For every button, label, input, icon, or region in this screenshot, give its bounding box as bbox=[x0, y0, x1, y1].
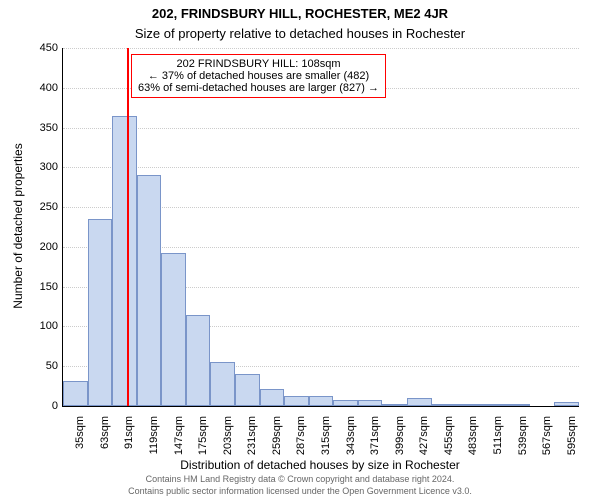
y-axis-label: Number of detached properties bbox=[11, 47, 25, 405]
x-tick-label: 539sqm bbox=[517, 416, 529, 476]
marker-line bbox=[127, 48, 129, 406]
histogram-bar bbox=[137, 175, 162, 406]
plot-area: 202 FRINDSBURY HILL: 108sqm← 37% of deta… bbox=[62, 48, 579, 407]
histogram-bar bbox=[88, 219, 113, 406]
x-tick-label: 35sqm bbox=[74, 416, 86, 476]
x-tick-label: 287sqm bbox=[295, 416, 307, 476]
histogram-bar bbox=[456, 404, 481, 406]
x-tick-label: 455sqm bbox=[443, 416, 455, 476]
histogram-bar bbox=[186, 315, 211, 406]
footer-line-2: Contains public sector information licen… bbox=[0, 486, 600, 496]
x-tick-label: 203sqm bbox=[222, 416, 234, 476]
histogram-bar bbox=[161, 253, 186, 406]
x-tick-label: 63sqm bbox=[99, 416, 111, 476]
y-tick-label: 100 bbox=[18, 320, 58, 332]
y-tick-label: 350 bbox=[18, 122, 58, 134]
x-tick-label: 595sqm bbox=[566, 416, 578, 476]
histogram-bar bbox=[432, 404, 457, 406]
gridline bbox=[63, 128, 579, 129]
histogram-bar bbox=[382, 404, 407, 406]
x-tick-label: 511sqm bbox=[492, 416, 504, 476]
y-tick-label: 300 bbox=[18, 161, 58, 173]
x-tick-label: 231sqm bbox=[246, 416, 258, 476]
x-tick-label: 91sqm bbox=[123, 416, 135, 476]
histogram-bar bbox=[210, 362, 235, 406]
x-tick-label: 343sqm bbox=[345, 416, 357, 476]
histogram-bar bbox=[284, 396, 309, 406]
y-tick-label: 200 bbox=[18, 241, 58, 253]
y-tick-label: 400 bbox=[18, 82, 58, 94]
x-tick-label: 399sqm bbox=[394, 416, 406, 476]
histogram-bar bbox=[554, 402, 579, 406]
x-tick-label: 427sqm bbox=[418, 416, 430, 476]
annotation-line: 63% of semi-detached houses are larger (… bbox=[138, 82, 379, 94]
histogram-bar bbox=[358, 400, 383, 406]
y-tick-label: 150 bbox=[18, 281, 58, 293]
histogram-bar bbox=[63, 381, 88, 406]
histogram-bar bbox=[407, 398, 432, 406]
gridline bbox=[63, 48, 579, 49]
x-tick-label: 175sqm bbox=[197, 416, 209, 476]
x-tick-label: 567sqm bbox=[541, 416, 553, 476]
chart-subtitle: Size of property relative to detached ho… bbox=[0, 26, 600, 41]
y-tick-label: 50 bbox=[18, 360, 58, 372]
x-tick-label: 259sqm bbox=[271, 416, 283, 476]
x-tick-label: 371sqm bbox=[369, 416, 381, 476]
histogram-bar bbox=[260, 389, 285, 407]
histogram-bar bbox=[309, 396, 334, 406]
y-tick-label: 0 bbox=[18, 400, 58, 412]
chart-container: 202, FRINDSBURY HILL, ROCHESTER, ME2 4JR… bbox=[0, 0, 600, 500]
histogram-bar bbox=[333, 400, 358, 406]
histogram-bar bbox=[235, 374, 260, 406]
annotation-line: ← 37% of detached houses are smaller (48… bbox=[138, 70, 379, 82]
x-tick-label: 147sqm bbox=[173, 416, 185, 476]
x-tick-label: 119sqm bbox=[148, 416, 160, 476]
page-title: 202, FRINDSBURY HILL, ROCHESTER, ME2 4JR bbox=[0, 6, 600, 21]
histogram-bar bbox=[481, 404, 506, 406]
histogram-bar bbox=[112, 116, 137, 406]
gridline bbox=[63, 167, 579, 168]
y-tick-label: 250 bbox=[18, 201, 58, 213]
y-tick-label: 450 bbox=[18, 42, 58, 54]
annotation-box: 202 FRINDSBURY HILL: 108sqm← 37% of deta… bbox=[131, 54, 386, 98]
histogram-bar bbox=[505, 404, 530, 406]
x-tick-label: 483sqm bbox=[467, 416, 479, 476]
annotation-line: 202 FRINDSBURY HILL: 108sqm bbox=[138, 58, 379, 70]
x-tick-label: 315sqm bbox=[320, 416, 332, 476]
